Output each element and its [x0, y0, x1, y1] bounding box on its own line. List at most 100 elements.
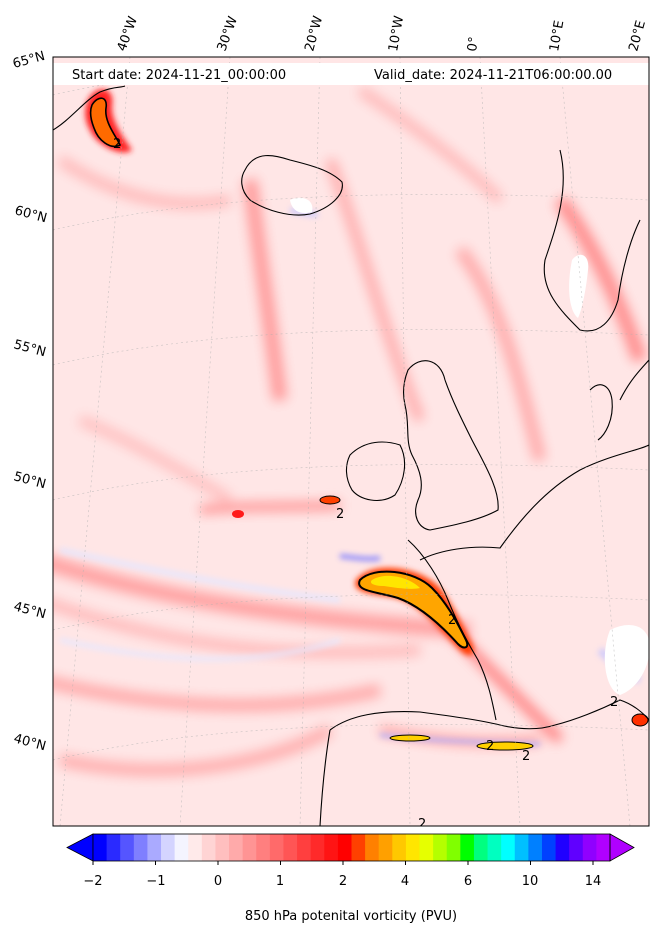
- colorbar-swatch: [569, 834, 584, 861]
- coast-greenland: [53, 85, 126, 131]
- colorbar-swatch: [460, 834, 475, 861]
- colorbar-swatch: [351, 834, 366, 861]
- lon-label: 30°W: [215, 14, 241, 53]
- latitude-labels: 65°N 60°N 55°N 50°N 45°N 40°N: [11, 49, 48, 754]
- header-strip: [53, 63, 649, 85]
- contour-label: 2: [486, 739, 494, 754]
- colorbar-swatch: [120, 834, 135, 861]
- coast-mediterranean: [554, 699, 649, 726]
- map-background: [53, 57, 649, 826]
- colorbar-swatch: [405, 834, 421, 861]
- colorbar-swatch: [528, 834, 543, 861]
- masked-terrain: [290, 197, 649, 695]
- coast-iberia: [329, 711, 556, 731]
- lat-label: 60°N: [13, 203, 49, 226]
- colorbar-extend-low: [66, 833, 94, 862]
- start-date-label: Start date: 2024-11-21_00:00:00: [72, 68, 286, 83]
- colorbar-swatch: [419, 834, 434, 861]
- map-panel: 2 2 2 2 2 2 2: [53, 57, 649, 832]
- colorbar-swatch: [582, 834, 597, 861]
- colorbar-swatch: [161, 834, 176, 861]
- lat-label: 65°N: [11, 49, 47, 72]
- colorbar-swatch: [378, 834, 393, 861]
- colorbar-swatch: [365, 834, 380, 861]
- colorbar-tick-label: 4: [401, 874, 409, 889]
- colorbar-frame: [92, 833, 611, 862]
- pv-hotspot-greenland: [85, 89, 132, 153]
- colorbar-swatch: [106, 834, 121, 861]
- contour-label: 2: [448, 613, 456, 628]
- coast-britain: [403, 360, 499, 531]
- colorbar-swatch: [133, 834, 148, 861]
- lat-label: 40°N: [12, 731, 48, 754]
- pv-negative-streaks: [59, 207, 642, 746]
- colorbar-tick-label: 6: [464, 874, 472, 889]
- contour-label: 2: [113, 137, 121, 152]
- colorbar-swatch: [93, 834, 108, 861]
- colorbar-swatch: [215, 834, 230, 861]
- valid-date-label: Valid_date: 2024-11-21T06:00:00.00: [374, 68, 612, 83]
- coast-iberia-west: [319, 729, 331, 826]
- colorbar-swatch: [201, 834, 216, 861]
- lon-label: 10°E: [547, 19, 567, 52]
- colorbar-swatch: [514, 834, 529, 861]
- map-frame: [52, 56, 650, 827]
- colorbar-swatch: [433, 834, 448, 861]
- colorbar-swatch: [229, 834, 244, 861]
- longitude-labels: 40°W 30°W 20°W 10°W 0° 10°E 20°E: [115, 14, 649, 53]
- graticule: [53, 57, 649, 826]
- lon-label: 0°: [465, 36, 482, 53]
- lat-label: 45°N: [12, 599, 48, 622]
- colorbar-swatch: [310, 834, 325, 861]
- colorbar-title: 850 hPa potenital vorticity (PVU): [245, 909, 457, 924]
- lat-label: 50°N: [12, 469, 48, 492]
- colorbar-swatch: [297, 834, 312, 861]
- colorbar: [66, 833, 635, 865]
- pv-small-features: [232, 495, 649, 751]
- colorbar-swatch: [337, 834, 352, 861]
- lon-label: 40°W: [115, 14, 141, 53]
- pv-hotspot-biscay: [355, 567, 474, 656]
- coastlines: [53, 85, 649, 826]
- contour-label: 2: [610, 695, 618, 710]
- colorbar-ticks: −2 −1 0 1 2 4 6 10 14: [83, 874, 601, 889]
- coast-france-west: [407, 539, 497, 721]
- colorbar-swatch: [555, 834, 570, 861]
- lon-label: 20°E: [626, 19, 649, 53]
- colorbar-tick-label: 1: [276, 874, 284, 889]
- contour-label: 2: [336, 507, 344, 522]
- coast-continent: [419, 444, 649, 561]
- colorbar-tick-label: −2: [83, 874, 102, 889]
- coast-baltic: [619, 359, 649, 401]
- colorbar-swatch: [446, 834, 461, 861]
- colorbar-swatch: [242, 834, 257, 861]
- colorbar-tick-label: 10: [522, 874, 539, 889]
- colorbar-swatch: [174, 834, 189, 861]
- colorbar-swatch: [147, 834, 162, 861]
- coast-denmark: [589, 384, 613, 441]
- colorbar-tick-label: 2: [339, 874, 347, 889]
- coast-ireland: [345, 441, 406, 501]
- colorbar-swatch: [188, 834, 203, 861]
- colorbar-tick-label: 0: [214, 874, 222, 889]
- contour-label: 2: [522, 749, 530, 764]
- colorbar-tick-label: −1: [146, 874, 165, 889]
- colorbar-swatch: [269, 834, 284, 861]
- coast-norway: [543, 149, 641, 332]
- colorbar-swatch: [596, 834, 611, 861]
- colorbar-tick-label: 14: [585, 874, 602, 889]
- colorbar-swatch: [324, 834, 339, 861]
- colorbar-swatch: [501, 834, 516, 861]
- coast-iceland: [241, 155, 343, 216]
- colorbar-extend-high: [609, 833, 635, 862]
- contour-label: 2: [418, 817, 426, 832]
- contour-labels: 2 2 2 2 2 2 2: [113, 137, 618, 832]
- colorbar-swatch: [392, 834, 407, 861]
- lon-label: 20°W: [302, 14, 326, 53]
- colorbar-swatch: [283, 834, 298, 861]
- colorbar-swatch: [473, 834, 489, 861]
- lon-label: 10°W: [386, 15, 407, 53]
- lat-label: 55°N: [12, 337, 48, 360]
- colorbar-swatch: [487, 834, 502, 861]
